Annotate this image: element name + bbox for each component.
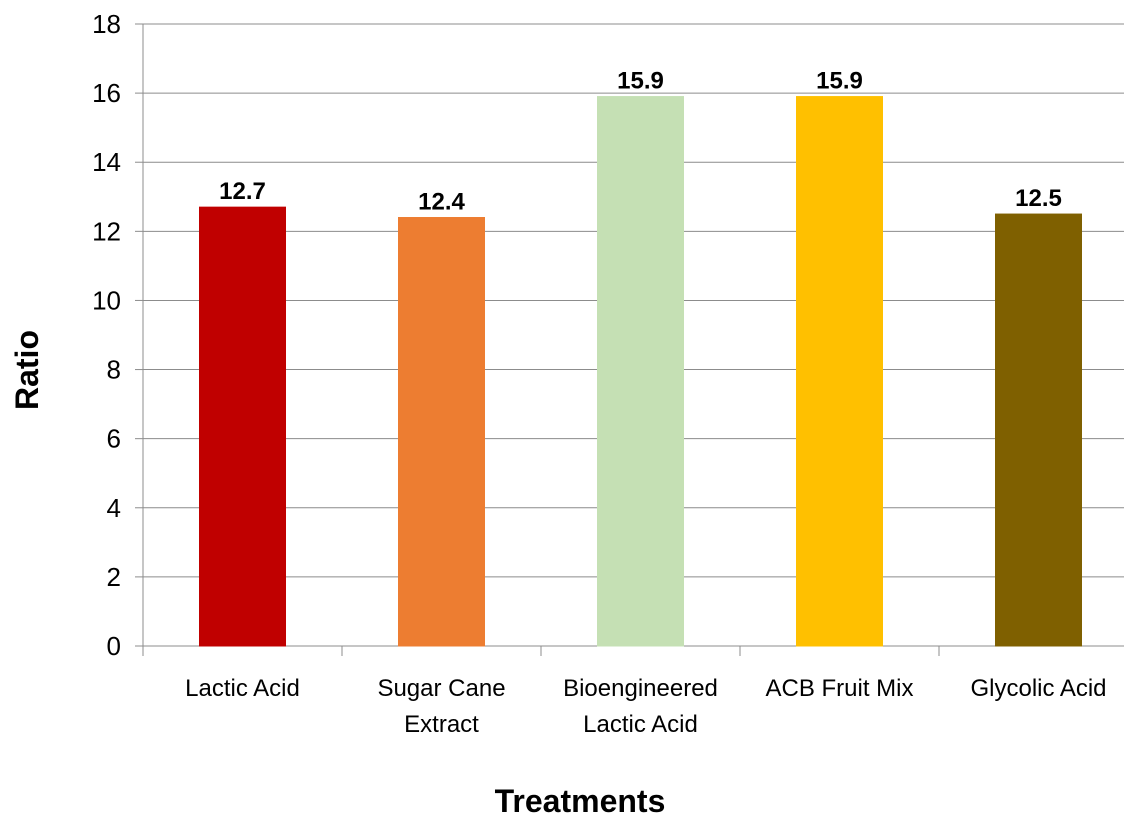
x-tick-label: Bioengineered [563, 675, 718, 702]
x-tick-label: ACB Fruit Mix [765, 675, 913, 702]
y-tick-label: 10 [92, 285, 121, 315]
bar [398, 217, 485, 647]
bars [199, 96, 1082, 647]
bar [597, 96, 684, 647]
bar [199, 206, 286, 647]
data-label: 12.5 [1015, 185, 1062, 212]
data-label: 15.9 [617, 68, 664, 95]
y-tick-label: 4 [107, 493, 121, 523]
x-tick-label: Sugar Cane [377, 675, 505, 702]
x-tick-label: Lactic Acid [583, 711, 698, 738]
y-tick-label: 0 [107, 631, 121, 661]
y-tick-label: 16 [92, 78, 121, 108]
data-label: 12.4 [418, 189, 465, 216]
data-label: 15.9 [816, 68, 863, 95]
y-tick-label: 8 [107, 355, 121, 385]
x-axis-title: Treatments [495, 783, 666, 813]
x-tick-label: Glycolic Acid [970, 675, 1106, 702]
x-tick-label: Extract [404, 711, 479, 738]
x-tick-label: Lactic Acid [185, 675, 300, 702]
y-tick-label: 18 [92, 9, 121, 39]
labels: 0 2 4 6 8 10 12 14 16 18 12.7 Lactic Acid 12.4 Sugar … [92, 9, 1106, 738]
bar [796, 96, 883, 647]
bar [995, 213, 1082, 647]
y-tick-label: 12 [92, 216, 121, 246]
y-tick-label: 14 [92, 147, 121, 177]
y-tick-label: 2 [107, 562, 121, 592]
data-label: 12.7 [219, 178, 266, 205]
y-tick-label: 6 [107, 424, 121, 454]
y-axis-title: Ratio [9, 330, 45, 410]
